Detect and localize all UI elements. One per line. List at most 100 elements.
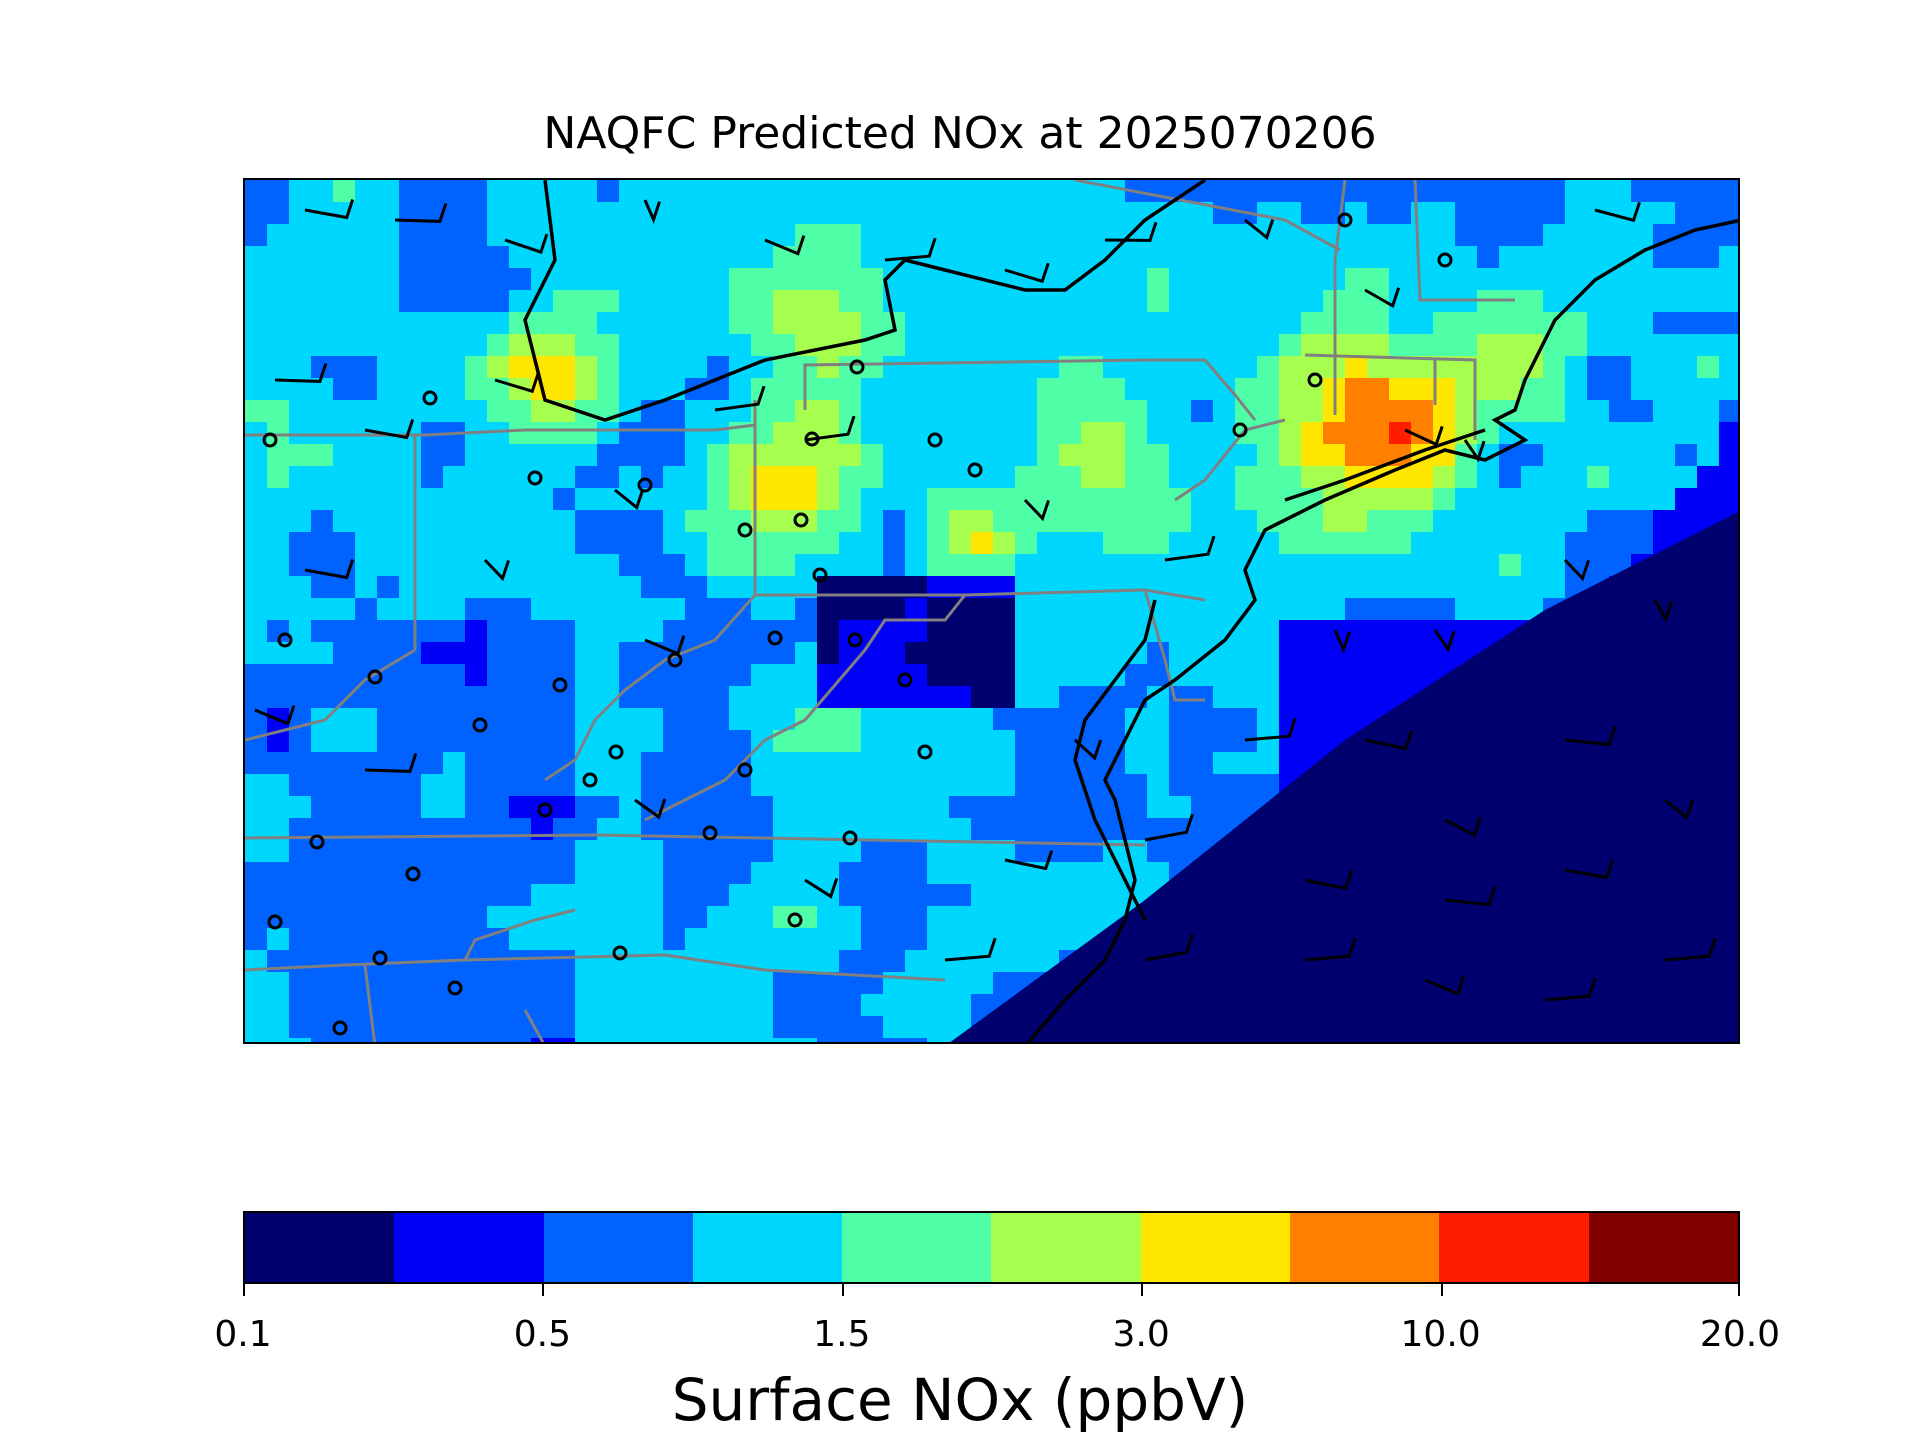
station-marker xyxy=(1337,212,1353,228)
wind-barb xyxy=(764,235,806,256)
wind-barb xyxy=(494,372,540,394)
station-marker xyxy=(422,390,438,406)
wind-barb xyxy=(1244,717,1297,742)
wind-barb xyxy=(1304,870,1354,891)
station-marker xyxy=(667,652,683,668)
colorbar-segment xyxy=(1290,1213,1440,1282)
wind-barb xyxy=(394,202,448,223)
station-marker xyxy=(737,522,753,538)
colorbar-tick-mark xyxy=(243,1284,245,1296)
wind-barb xyxy=(1664,937,1717,962)
station-marker xyxy=(367,669,383,685)
wind-barb xyxy=(1564,726,1617,747)
offshore-low-zone xyxy=(950,512,1738,1042)
colorbar-label: Surface NOx (ppbV) xyxy=(671,1366,1249,1434)
wind-barb xyxy=(504,233,549,254)
monitoring-stations xyxy=(262,212,1453,1036)
map-canvas xyxy=(245,180,1738,1042)
station-marker xyxy=(372,950,388,966)
wind-barb xyxy=(944,937,997,962)
colorbar-segment xyxy=(991,1213,1141,1282)
wind-barb xyxy=(304,559,355,580)
station-marker xyxy=(309,834,325,850)
station-marker xyxy=(787,912,803,928)
wind-barb xyxy=(1004,850,1054,871)
station-marker xyxy=(472,717,488,733)
wind-barb xyxy=(1463,439,1486,463)
station-marker xyxy=(842,830,858,846)
wind-barb xyxy=(1104,221,1158,242)
wind-barb xyxy=(1144,813,1194,842)
wind-barb xyxy=(1424,975,1466,996)
wind-barb xyxy=(1073,738,1103,761)
station-marker xyxy=(267,914,283,930)
station-marker xyxy=(332,1020,348,1036)
colorbar-segment xyxy=(394,1213,544,1282)
station-marker xyxy=(767,630,783,646)
wind-barb xyxy=(1564,859,1615,880)
station-marker xyxy=(1437,252,1453,268)
colorbar-tick-mark xyxy=(841,1284,844,1296)
wind-barb xyxy=(1364,287,1401,308)
station-marker xyxy=(527,470,543,486)
colorbar-tick-label: 3.0 xyxy=(1112,1314,1170,1355)
station-marker xyxy=(447,980,463,996)
colorbar-segment xyxy=(245,1213,395,1282)
wind-barb xyxy=(1144,933,1194,962)
plot-title: NAQFC Predicted NOx at 2025070206 xyxy=(543,108,1377,159)
wind-barb xyxy=(364,752,418,773)
station-marker xyxy=(927,432,943,448)
colorbar-tick-mark xyxy=(542,1284,545,1296)
station-marker xyxy=(849,359,865,375)
station-marker xyxy=(1232,422,1248,438)
wind-barb xyxy=(1544,977,1597,1002)
colorbar-segment xyxy=(543,1213,693,1282)
wind-barb xyxy=(804,877,839,899)
station-marker xyxy=(812,567,828,583)
wind-barb xyxy=(1653,599,1674,624)
wind-barb xyxy=(1664,798,1695,821)
colorbar-ticks: 0.1 0.5 1.5 3.0 10.0 20.0 xyxy=(214,1284,1780,1364)
wind-barb xyxy=(1444,816,1482,838)
wind-barb xyxy=(614,488,645,511)
colorbar-segment xyxy=(842,1213,992,1282)
wind-barb xyxy=(274,362,328,383)
colorbar-segment xyxy=(1439,1213,1589,1282)
colorbar-tick-label: 0.1 xyxy=(214,1314,272,1355)
colorbar-tick-mark xyxy=(1141,1284,1144,1296)
wind-barb xyxy=(1333,629,1351,654)
station-marker xyxy=(582,772,598,788)
colorbar-tick-mark xyxy=(1440,1284,1443,1296)
wind-barb xyxy=(1004,262,1050,284)
station-marker xyxy=(1307,372,1323,388)
station-marker xyxy=(637,477,653,493)
station-marker xyxy=(737,762,753,778)
wind-barb xyxy=(1364,730,1414,751)
state-borders xyxy=(245,180,1515,1042)
station-marker xyxy=(967,462,983,478)
station-marker xyxy=(612,945,628,961)
station-marker xyxy=(262,432,278,448)
wind-barb xyxy=(1433,629,1456,653)
map-panel xyxy=(243,178,1740,1044)
wind-barb xyxy=(483,558,510,582)
wind-barb xyxy=(1404,425,1444,447)
nox-concentration-field xyxy=(950,512,1738,1042)
wind-barb xyxy=(1244,218,1275,241)
colorbar-segment xyxy=(1588,1213,1738,1282)
wind-barb xyxy=(364,419,415,440)
station-marker xyxy=(917,744,933,760)
colorbar-segment xyxy=(692,1213,843,1282)
wind-barb xyxy=(1563,558,1590,582)
station-marker xyxy=(793,512,809,528)
station-marker xyxy=(537,802,553,818)
colorbar-tick-mark xyxy=(1738,1284,1740,1296)
wind-barb xyxy=(634,798,667,820)
station-marker xyxy=(804,431,820,447)
station-marker xyxy=(277,632,293,648)
wind-barbs xyxy=(254,199,1717,1002)
colorbar-tick-label: 20.0 xyxy=(1699,1314,1781,1355)
wind-barb xyxy=(1164,535,1216,562)
wind-barb xyxy=(884,237,937,262)
